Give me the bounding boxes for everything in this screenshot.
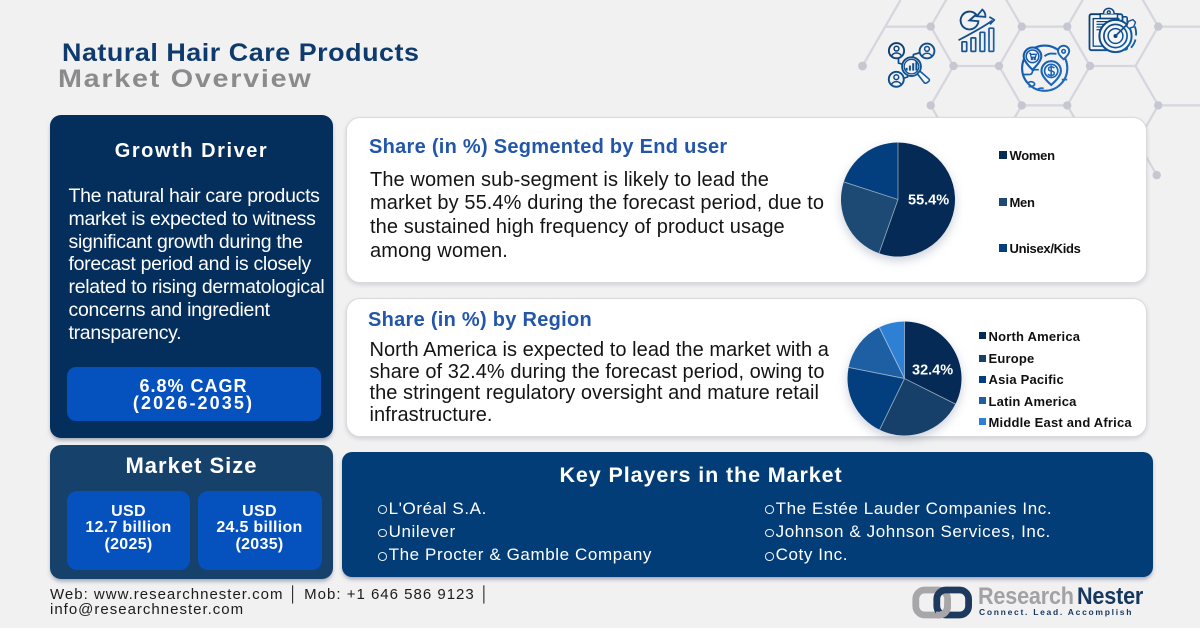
svg-text:32.4%: 32.4%	[912, 363, 953, 379]
svg-text:55.4%: 55.4%	[908, 193, 949, 209]
